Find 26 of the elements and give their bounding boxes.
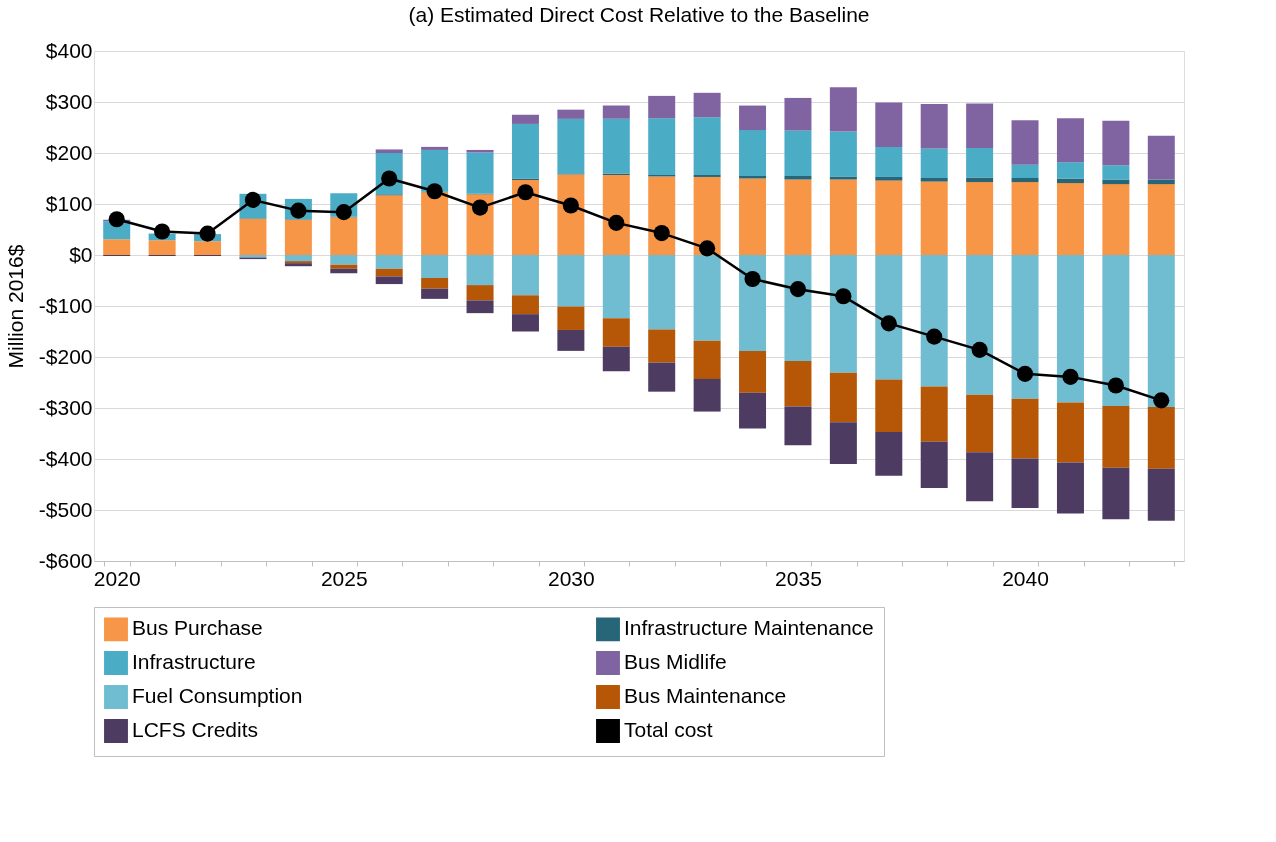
legend-label: Total cost (624, 718, 713, 741)
x-tick-label: 2035 (775, 566, 822, 590)
y-tick-label: $400 (45, 38, 93, 62)
legend-label: Bus Midlife (624, 650, 727, 673)
y-tick-label: -$100 (38, 293, 93, 317)
y-tick-label: $100 (45, 191, 93, 215)
y-tick-label: -$200 (38, 344, 93, 368)
x-tick-label: 2020 (93, 566, 141, 590)
legend-label: Infrastructure (132, 650, 256, 673)
chart-title: (a) Estimated Direct Cost Relative to the Baseline (408, 3, 870, 26)
x-tick-label: 2030 (548, 566, 595, 590)
y-tick-label: $200 (45, 140, 93, 164)
x-tick-label: 2025 (320, 566, 368, 590)
y-tick-label: -$600 (38, 548, 93, 572)
y-tick-label: -$300 (38, 395, 93, 419)
legend-label: Bus Maintenance (624, 684, 787, 707)
y-tick-label: -$400 (38, 446, 93, 470)
y-axis-title: Million 2016$ (3, 244, 27, 369)
legend-label: LCFS Credits (132, 718, 259, 741)
y-tick-label: $0 (69, 242, 93, 266)
y-tick-label: -$500 (38, 497, 93, 521)
legend-label: Bus Purchase (132, 616, 263, 640)
legend-label: Fuel Consumption (132, 684, 303, 707)
y-tick-label: $300 (45, 89, 93, 113)
x-tick-label: 2040 (1002, 566, 1049, 590)
legend-label: Infrastructure Maintenance (624, 616, 874, 640)
